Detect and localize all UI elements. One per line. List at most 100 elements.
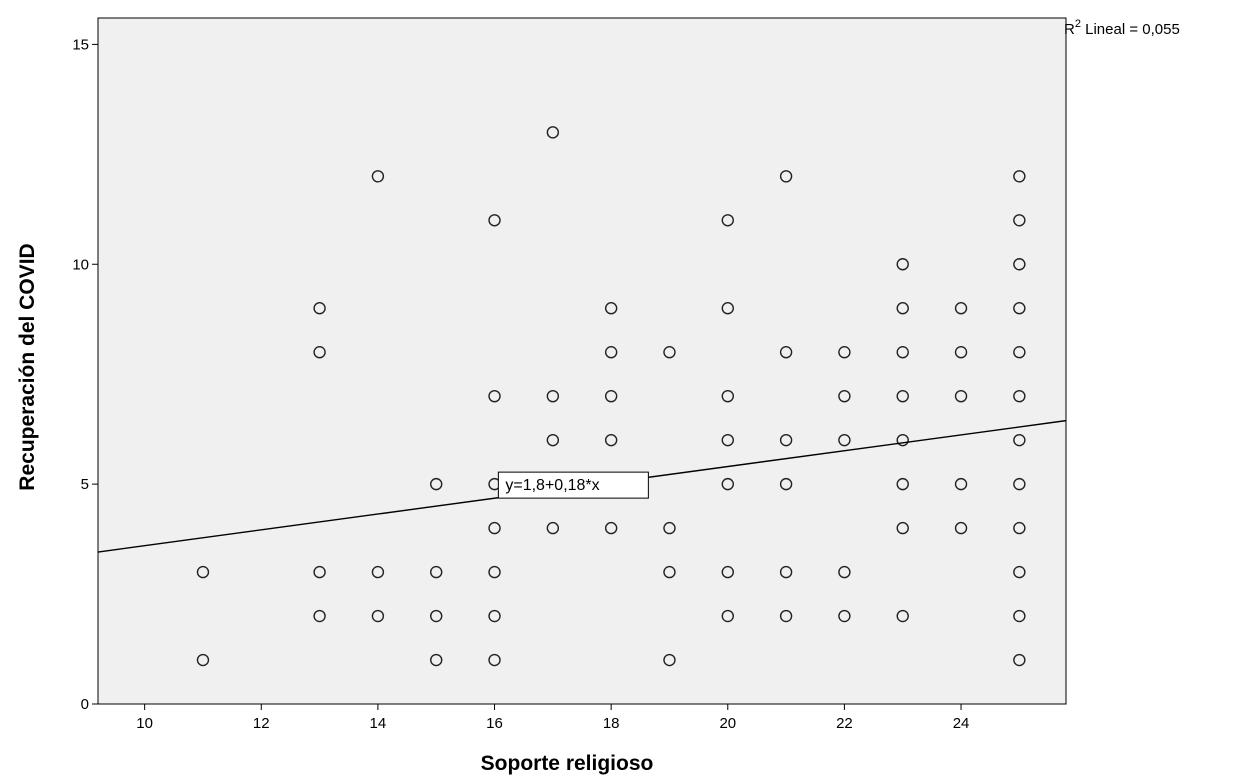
data-points bbox=[196, 126, 1026, 667]
data-point bbox=[1013, 433, 1026, 447]
data-point bbox=[896, 346, 909, 359]
data-point bbox=[546, 433, 560, 447]
data-point bbox=[546, 126, 560, 139]
x-tick-label: 14 bbox=[370, 715, 387, 732]
equation-text: y=1,8+0,18*x bbox=[505, 477, 599, 494]
data-point bbox=[954, 346, 968, 359]
data-point bbox=[371, 565, 385, 579]
data-point bbox=[838, 609, 851, 623]
x-tick-label: 16 bbox=[486, 715, 503, 732]
data-point bbox=[1013, 477, 1026, 491]
data-point bbox=[1013, 214, 1026, 227]
x-tick-label: 10 bbox=[136, 715, 153, 732]
x-tick-label: 22 bbox=[836, 715, 853, 732]
data-point bbox=[721, 477, 734, 491]
data-point bbox=[488, 653, 501, 667]
data-point bbox=[488, 565, 501, 579]
data-point bbox=[604, 346, 618, 359]
data-point bbox=[1013, 565, 1026, 579]
data-point bbox=[430, 653, 443, 667]
x-tick-label: 12 bbox=[253, 715, 270, 732]
data-point bbox=[488, 521, 501, 535]
data-point bbox=[838, 433, 851, 447]
data-point bbox=[954, 521, 968, 535]
data-point bbox=[663, 653, 676, 667]
data-point bbox=[488, 214, 501, 227]
data-point bbox=[371, 170, 385, 183]
x-tick-label: 24 bbox=[953, 715, 970, 732]
data-point bbox=[313, 609, 326, 623]
y-tick-label: 15 bbox=[72, 36, 89, 53]
data-point bbox=[1013, 389, 1026, 403]
plot-area bbox=[97, 17, 1067, 705]
y-axis-title: Recuperación del COVID bbox=[16, 243, 39, 490]
data-point bbox=[1013, 170, 1026, 183]
y-tick-label: 10 bbox=[72, 256, 89, 273]
data-point bbox=[721, 214, 734, 227]
y-tick-label: 0 bbox=[81, 696, 89, 713]
data-point bbox=[313, 346, 326, 359]
data-point bbox=[896, 477, 909, 491]
data-point bbox=[779, 433, 793, 447]
data-point bbox=[1013, 609, 1026, 623]
data-point bbox=[896, 521, 909, 535]
data-point bbox=[779, 346, 793, 359]
data-point bbox=[604, 433, 618, 447]
data-point bbox=[721, 433, 734, 447]
x-tick-label: 18 bbox=[603, 715, 620, 732]
data-point bbox=[1013, 653, 1026, 667]
data-point bbox=[604, 302, 618, 315]
data-point bbox=[954, 389, 968, 403]
data-point bbox=[896, 258, 909, 271]
r2-text: Lineal = 0,055 bbox=[1081, 21, 1180, 38]
data-point bbox=[313, 565, 326, 579]
data-point bbox=[313, 302, 326, 315]
x-axis-title: Soporte religioso bbox=[481, 752, 654, 775]
data-point bbox=[954, 302, 968, 315]
data-point bbox=[721, 389, 734, 403]
data-point bbox=[1013, 258, 1026, 271]
axes: 10 12 14 16 18 20 22 24 0 5 10 15 bbox=[72, 36, 969, 732]
y-tick-label: 5 bbox=[81, 476, 89, 493]
data-point bbox=[663, 346, 676, 359]
data-point bbox=[1013, 302, 1026, 315]
data-point bbox=[663, 521, 676, 535]
r2-label: R2 Lineal = 0,055 bbox=[1064, 18, 1180, 38]
data-point bbox=[954, 477, 968, 491]
data-point bbox=[1013, 346, 1026, 359]
data-point bbox=[430, 609, 443, 623]
data-point bbox=[604, 389, 618, 403]
data-point bbox=[196, 653, 210, 667]
equation-box bbox=[497, 471, 649, 499]
data-point bbox=[838, 565, 851, 579]
data-point bbox=[546, 389, 560, 403]
data-point bbox=[663, 565, 676, 579]
data-point bbox=[1013, 521, 1026, 535]
data-point bbox=[779, 565, 793, 579]
data-point bbox=[896, 433, 909, 447]
data-point bbox=[488, 389, 501, 403]
data-point bbox=[896, 389, 909, 403]
data-point bbox=[896, 302, 909, 315]
data-point bbox=[779, 609, 793, 623]
equation-label: y=1,8+0,18*x bbox=[497, 471, 649, 499]
data-point bbox=[546, 521, 560, 535]
data-point bbox=[488, 609, 501, 623]
r2-superscript: 2 bbox=[1075, 18, 1081, 30]
data-point bbox=[838, 346, 851, 359]
data-point bbox=[779, 170, 793, 183]
data-point bbox=[838, 389, 851, 403]
data-point bbox=[721, 609, 734, 623]
data-point bbox=[196, 565, 210, 579]
data-point bbox=[604, 521, 618, 535]
data-point bbox=[779, 477, 793, 491]
data-point bbox=[371, 609, 385, 623]
data-point bbox=[430, 477, 443, 491]
data-point bbox=[896, 609, 909, 623]
data-point bbox=[430, 565, 443, 579]
x-tick-label: 20 bbox=[719, 715, 736, 732]
r2-prefix: R bbox=[1064, 21, 1075, 38]
data-point bbox=[721, 565, 734, 579]
data-point bbox=[721, 302, 734, 315]
